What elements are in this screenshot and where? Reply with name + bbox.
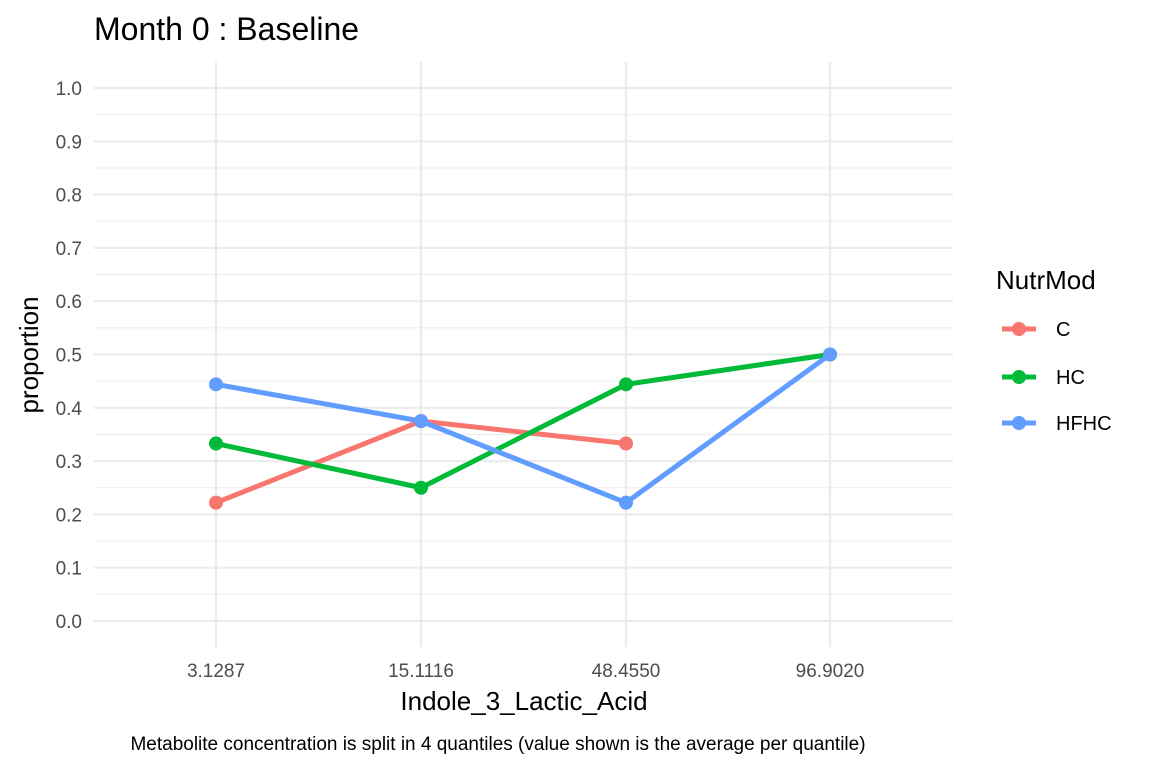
- x-axis-title: Indole_3_Lactic_Acid: [400, 686, 647, 716]
- y-tick-label: 0.6: [56, 292, 82, 313]
- y-tick-label: 0.2: [56, 505, 82, 526]
- data-point-hfhc: [209, 377, 223, 392]
- y-axis-ticks: 0.0 0.1 0.2 0.3 0.4 0.5 0.6 0.7 0.8 0.9 1.0: [56, 79, 83, 633]
- legend-label: C: [1056, 319, 1070, 341]
- series-line-hfhc: [215, 352, 832, 506]
- data-point-hfhc: [823, 347, 837, 362]
- y-tick-label: 0.8: [56, 186, 82, 207]
- x-tick-label: 48.4550: [592, 661, 661, 682]
- chart-title: Month 0 : Baseline: [94, 11, 359, 47]
- chart-caption: Metabolite concentration is split in 4 q…: [130, 734, 865, 755]
- series-line-hc: [215, 352, 831, 491]
- y-tick-label: 1.0: [56, 79, 82, 100]
- y-tick-label: 0.1: [56, 559, 82, 580]
- data-point-hc: [414, 480, 428, 495]
- x-tick-label: 15.1116: [388, 661, 454, 682]
- legend-title: NutrMod: [996, 265, 1096, 295]
- legend-label: HC: [1056, 367, 1085, 389]
- y-tick-label: 0.9: [56, 132, 82, 153]
- data-point-hc: [209, 436, 223, 451]
- legend-label: HFHC: [1056, 413, 1112, 435]
- data-point-hc: [619, 377, 633, 392]
- data-point-c: [619, 436, 633, 451]
- x-axis-ticks: 3.1287 15.1116 48.4550 96.9020: [187, 661, 864, 682]
- x-tick-label: 3.1287: [187, 661, 245, 682]
- x-tick-label: 96.9020: [796, 661, 865, 682]
- data-point-c: [209, 495, 223, 510]
- y-tick-label: 0.3: [56, 452, 82, 473]
- y-tick-label: 0.5: [56, 346, 82, 367]
- data-point-hfhc: [619, 495, 633, 510]
- legend: NutrMod C HC HFHC: [996, 265, 1112, 435]
- series-group: [209, 347, 837, 510]
- y-axis-title: proportion: [14, 296, 44, 413]
- y-tick-label: 0.4: [56, 399, 83, 420]
- y-tick-label: 0.0: [56, 612, 82, 633]
- data-point-hfhc: [414, 414, 428, 429]
- legend-key-point: [1012, 322, 1026, 336]
- y-tick-label: 0.7: [56, 239, 82, 260]
- legend-key-point: [1012, 416, 1026, 430]
- legend-key-point: [1012, 370, 1026, 384]
